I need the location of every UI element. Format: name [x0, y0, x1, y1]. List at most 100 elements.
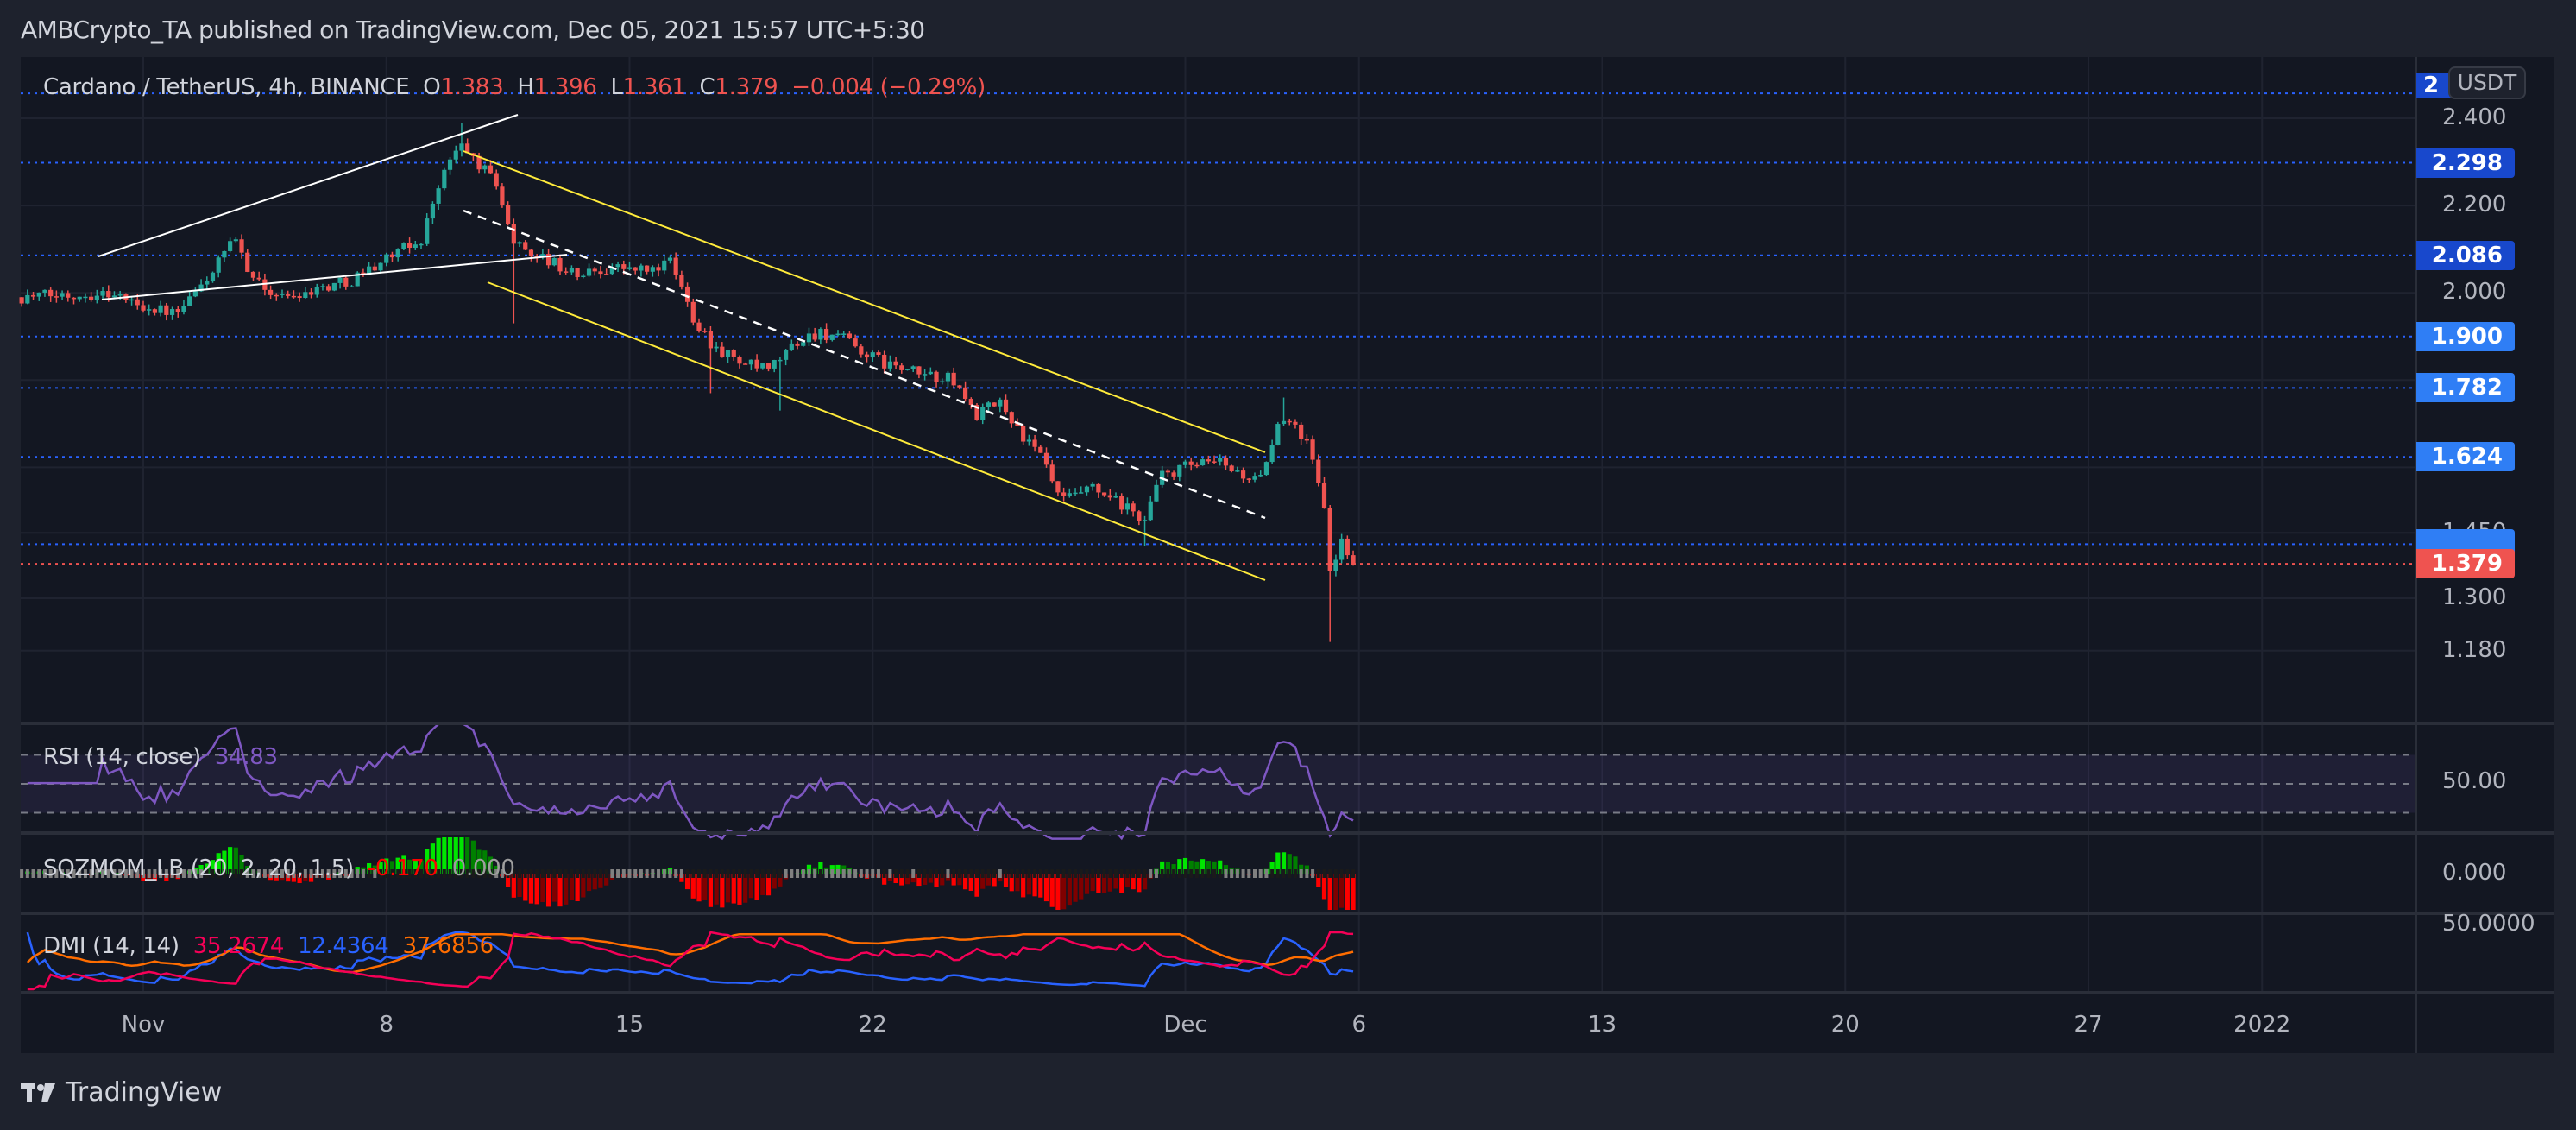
sqz-bar: [684, 874, 690, 890]
candle-body: [494, 173, 499, 187]
candle-body: [401, 243, 406, 249]
candle-body: [66, 293, 71, 298]
sqz-dot: [1015, 869, 1019, 878]
currency-button[interactable]: USDT: [2448, 66, 2526, 99]
candle-body: [355, 272, 360, 287]
sqz-dot: [871, 869, 875, 878]
candle-body: [910, 366, 916, 369]
sqz-bar: [754, 874, 759, 900]
sqz-dot: [245, 869, 249, 878]
sqz-dot: [616, 869, 620, 878]
sqz-bar: [482, 850, 488, 874]
sqz-dot: [576, 869, 580, 878]
sqz-dot: [1282, 869, 1286, 878]
time-label: 8: [379, 1012, 394, 1038]
sqz-dot: [529, 869, 533, 878]
price-level-label[interactable]: 2.086: [2416, 240, 2515, 270]
sqz-dot: [865, 869, 869, 878]
candle-body: [1188, 461, 1194, 465]
candle-body: [442, 169, 447, 189]
candle-body: [511, 224, 516, 244]
wedge-lower-line[interactable]: [101, 254, 568, 300]
sqz-bar: [992, 874, 997, 887]
wedge-upper-line[interactable]: [98, 114, 519, 257]
candle-body: [378, 262, 383, 271]
sqz-dot: [824, 869, 828, 878]
candle-body: [1321, 483, 1327, 508]
candle-body: [784, 350, 789, 360]
sqz-dot: [1102, 869, 1106, 878]
sqz-dot: [193, 869, 198, 878]
sqz-dot: [882, 869, 886, 878]
time-label: 20: [1830, 1012, 1860, 1038]
channel-lower-line[interactable]: [487, 281, 1266, 581]
sqz-dot: [657, 869, 661, 878]
candle-body: [743, 363, 748, 365]
sqz-dot: [790, 869, 794, 878]
candle-body: [904, 369, 910, 370]
candle-body: [621, 264, 627, 269]
price-level-label[interactable]: 1.782: [2416, 373, 2515, 403]
candle-body: [1073, 492, 1078, 495]
candle-body: [187, 296, 192, 306]
high-value: 1.396: [533, 74, 597, 100]
sqz-bar: [737, 874, 742, 905]
sqz-dot: [778, 869, 782, 878]
candle-body: [36, 292, 41, 297]
symbol-legend: Cardano / TetherUS, 4h, BINANCE O1.383 H…: [43, 74, 986, 100]
candle-body: [30, 294, 36, 297]
candle-body: [1003, 399, 1009, 413]
candle-body: [760, 363, 765, 369]
sqz-bar: [216, 853, 221, 874]
candle-body: [1293, 421, 1298, 425]
sqz-bar: [1206, 861, 1211, 874]
candle-body: [789, 343, 794, 350]
sqz-dot: [1230, 869, 1234, 878]
sqz-bar: [1021, 874, 1026, 898]
sqz-dot: [373, 869, 377, 878]
candle-body: [337, 277, 343, 283]
sqz-bar: [951, 874, 956, 886]
sqz-bar: [934, 874, 939, 887]
sqz-dot: [274, 869, 279, 878]
sqz-dot: [338, 869, 343, 878]
sqz-pane: [19, 837, 1356, 910]
sqz-dot: [106, 869, 110, 878]
price-level-label[interactable]: 2.298: [2416, 148, 2515, 178]
dmi-adx-line: [26, 932, 1354, 974]
sqz-bar: [731, 874, 736, 904]
sqz-dot: [356, 869, 360, 878]
candle-body: [48, 289, 54, 297]
candle-body: [801, 342, 806, 346]
sqz-dot: [674, 869, 678, 878]
sqz-bar: [389, 861, 395, 874]
channel-upper-line[interactable]: [463, 150, 1266, 453]
candle-body: [239, 239, 244, 253]
sqz-bar: [517, 874, 522, 897]
price-level-label[interactable]: 1.379: [2416, 549, 2515, 579]
candle-body: [233, 239, 238, 242]
candle-body: [1171, 472, 1176, 477]
sqz-dot: [570, 869, 574, 878]
candle-body: [297, 296, 302, 299]
sqz-bar: [551, 874, 557, 902]
sqz-dot: [437, 869, 441, 878]
price-level-label[interactable]: 1.900: [2416, 321, 2515, 351]
price-level-label[interactable]: 1.624: [2416, 442, 2515, 472]
candle-body: [748, 359, 753, 365]
sqz-dot: [1288, 869, 1292, 878]
sqz-bar: [413, 859, 418, 874]
sqz-bar: [1073, 874, 1078, 902]
sqz-dot: [123, 869, 128, 878]
chart-frame[interactable]: [21, 57, 2554, 1053]
sqz-bar: [557, 874, 563, 907]
sqz-dot: [1275, 869, 1280, 878]
channel-mid-line[interactable]: [463, 209, 1266, 520]
tradingview-logo[interactable]: TradingView: [21, 1077, 222, 1108]
candle-body: [459, 143, 464, 151]
candle-body: [1101, 492, 1107, 496]
candle-body: [1015, 423, 1020, 426]
candle-body: [598, 271, 603, 275]
sqz-dot: [836, 869, 840, 878]
